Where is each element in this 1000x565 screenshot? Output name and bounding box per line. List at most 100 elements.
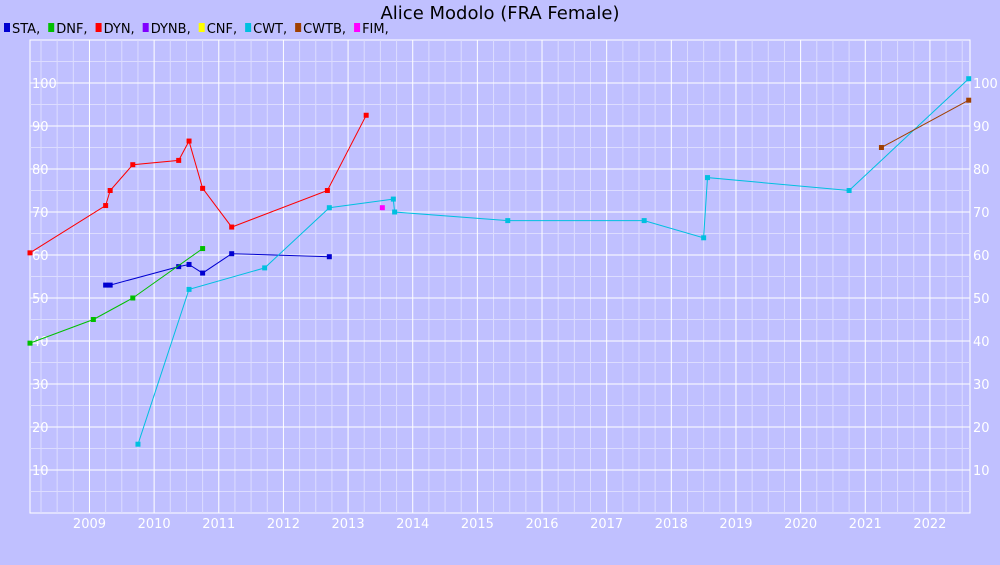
data-point — [186, 138, 192, 144]
data-point — [103, 282, 109, 288]
x-tick-label: 2020 — [784, 517, 817, 532]
x-tick-label: 2009 — [73, 517, 106, 532]
data-point — [363, 112, 369, 118]
data-point — [966, 76, 972, 82]
series-line — [105, 253, 330, 286]
legend-label: CNF, — [207, 22, 237, 37]
series-sta — [103, 251, 332, 288]
legend-label: DYN, — [104, 22, 135, 37]
y-tick-label-right: 80 — [973, 163, 990, 178]
data-point — [262, 265, 268, 271]
data-point — [200, 270, 206, 276]
legend-swatch — [245, 23, 252, 32]
data-point — [107, 188, 113, 193]
legend-swatch — [295, 23, 302, 32]
legend-label: DYNB, — [151, 22, 191, 37]
y-axis-right: 10 20 30 40 50 60 70 80 90 100 — [973, 77, 998, 479]
data-point — [229, 251, 235, 257]
data-point — [505, 218, 511, 224]
series-line — [29, 115, 367, 254]
data-point — [966, 97, 972, 103]
data-point — [846, 188, 852, 193]
x-tick-label: 2021 — [849, 517, 882, 532]
series-layer — [27, 76, 972, 447]
data-point — [27, 250, 33, 256]
legend-swatch — [354, 23, 361, 32]
data-point — [379, 205, 385, 211]
data-point — [326, 254, 332, 260]
minor-grid — [30, 40, 970, 513]
series-dyn — [27, 112, 369, 256]
data-point — [130, 162, 136, 168]
y-tick-label-left: 30 — [32, 378, 49, 393]
series-line — [881, 99, 969, 148]
data-point — [229, 224, 235, 230]
y-tick-label-right: 20 — [973, 421, 990, 436]
y-tick-label-left: 80 — [32, 163, 49, 178]
x-tick-label: 2014 — [396, 517, 429, 532]
series-line — [29, 248, 203, 344]
data-point — [107, 282, 113, 288]
x-tick-label: 2013 — [332, 517, 365, 532]
y-tick-label-left: 100 — [32, 77, 57, 92]
data-point — [27, 340, 33, 346]
data-point — [130, 295, 136, 301]
x-tick-label: 2016 — [525, 517, 558, 532]
y-tick-label-left: 10 — [32, 464, 49, 479]
y-tick-label-right: 90 — [973, 120, 990, 135]
x-tick-label: 2019 — [719, 517, 752, 532]
x-tick-label: 2015 — [461, 517, 494, 532]
y-tick-label-right: 60 — [973, 249, 990, 264]
series-cwt — [135, 76, 972, 447]
data-point — [641, 218, 647, 224]
y-tick-label-right: 40 — [973, 335, 990, 350]
y-tick-label-left: 70 — [32, 206, 49, 221]
data-point — [392, 209, 398, 215]
legend-swatch — [142, 23, 149, 32]
x-axis: 2009 2010 2011 2012 2013 2014 2015 2016 2017 2018… — [73, 517, 947, 532]
x-tick-label: 2017 — [590, 517, 623, 532]
data-point — [90, 317, 96, 322]
data-point — [878, 145, 884, 150]
data-point — [176, 264, 182, 270]
data-point — [186, 286, 192, 292]
data-point — [200, 185, 206, 191]
legend-swatch — [198, 23, 205, 32]
legend-label: FIM, — [362, 22, 389, 37]
x-tick-label: 2018 — [655, 517, 688, 532]
legend-swatch — [95, 23, 102, 32]
chart-title: Alice Modolo (FRA Female) — [380, 3, 619, 24]
y-tick-label-right: 70 — [973, 206, 990, 221]
legend-label: STA, — [12, 22, 40, 37]
legend-label: CWT, — [253, 22, 287, 37]
data-point — [701, 235, 707, 241]
y-tick-label-left: 90 — [32, 120, 49, 135]
x-tick-label: 2011 — [202, 517, 235, 532]
y-tick-label-left: 50 — [32, 292, 49, 307]
data-point — [705, 175, 711, 181]
y-tick-label-right: 100 — [973, 77, 998, 92]
data-point — [326, 205, 332, 211]
legend: STA, DNF, DYN, DYNB, CNF, CWT, CWTB, FIM, — [4, 22, 389, 37]
series-dnf — [27, 246, 206, 346]
y-tick-label-right: 50 — [973, 292, 990, 307]
y-tick-label-right: 30 — [973, 378, 990, 393]
data-point — [390, 196, 396, 202]
y-axis-left: 10 20 30 40 50 60 70 80 90 100 — [32, 77, 57, 479]
x-tick-label: 2022 — [913, 517, 946, 532]
data-point — [324, 188, 330, 193]
y-tick-label-left: 20 — [32, 421, 49, 436]
x-tick-label: 2010 — [138, 517, 171, 532]
legend-swatch — [48, 23, 55, 32]
legend-swatch — [4, 23, 10, 32]
data-point — [200, 246, 206, 252]
x-tick-label: 2012 — [267, 517, 300, 532]
y-tick-label-left: 40 — [32, 335, 49, 350]
y-tick-label-left: 60 — [32, 249, 49, 264]
data-point — [135, 441, 141, 447]
data-point — [103, 203, 109, 209]
data-point — [176, 157, 182, 163]
series-line — [137, 78, 970, 445]
series-fim — [379, 205, 385, 211]
y-tick-label-right: 10 — [973, 464, 990, 479]
